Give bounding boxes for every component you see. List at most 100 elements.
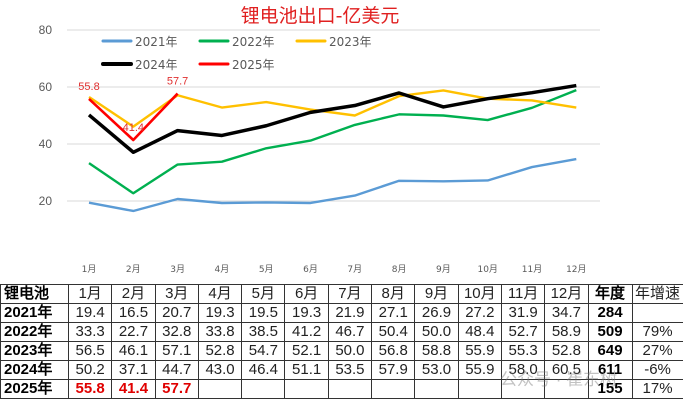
table-cell: 52.8 (197, 341, 243, 361)
table-cell (327, 379, 373, 399)
column-header: 年度 (587, 284, 633, 304)
annual-growth: -6% (631, 360, 683, 380)
table-cell (241, 379, 286, 399)
x-tick-label: 6月 (303, 264, 318, 275)
table-cell: 51.1 (284, 360, 329, 380)
table-cell: 31.9 (500, 303, 546, 323)
column-header: 3月 (154, 284, 199, 304)
table-cell: 19.3 (284, 303, 329, 323)
y-tick-label: 80 (39, 23, 53, 37)
table-cell: 46.7 (327, 322, 373, 342)
table-cell: 58.8 (414, 341, 459, 361)
table-cell: 52.8 (544, 341, 589, 361)
table-cell: 44.7 (154, 360, 199, 380)
column-header: 8月 (371, 284, 416, 304)
table-cell: 43.0 (197, 360, 243, 380)
annual-total: 649 (587, 341, 633, 361)
table-cell: 56.8 (371, 341, 416, 361)
column-header: 4月 (197, 284, 243, 304)
column-header: 1月 (67, 284, 113, 304)
annual-total: 155 (587, 379, 633, 399)
annual-total: 284 (587, 303, 633, 323)
column-header: 9月 (414, 284, 459, 304)
table-cell (544, 379, 589, 399)
table-row: 2023年 56.5 46.1 57.1 52.8 54.7 52.1 50.0 56.8 58.… (0, 341, 683, 361)
table-cell: 50.2 (67, 360, 113, 380)
x-tick-label: 1月 (82, 264, 97, 275)
table-cell: 32.8 (154, 322, 199, 342)
table-cell: 27.1 (371, 303, 416, 323)
legend-label: 2025年 (232, 58, 275, 72)
column-header: 2月 (111, 284, 156, 304)
x-tick-label: 4月 (215, 264, 230, 275)
annual-growth (631, 303, 683, 323)
table-cell: 22.7 (111, 322, 156, 342)
annual-growth: 17% (631, 379, 683, 399)
table-row: 2021年 19.4 16.5 20.7 19.3 19.5 19.3 21.9 27.1 26.… (0, 303, 683, 323)
legend-label: 2021年 (135, 35, 178, 49)
legend-label: 2022年 (232, 35, 275, 49)
x-tick-label: 7月 (347, 264, 362, 275)
table-cell: 33.3 (67, 322, 113, 342)
table-cell: 41.4 (111, 379, 156, 399)
series-line-2021年 (88, 157, 577, 213)
row-label: 2022年 (0, 322, 69, 342)
table-row: 2025年 55.8 41.4 57.7 155 17% (0, 379, 683, 399)
table-cell: 55.3 (500, 341, 546, 361)
x-tick-label: 9月 (436, 264, 451, 275)
column-header: 12月 (544, 284, 589, 304)
series-line-2024年 (87, 83, 577, 155)
y-tick-label: 20 (39, 194, 53, 208)
series-line-2025年 (88, 92, 179, 142)
table-cell: 52.7 (500, 322, 546, 342)
table-header-row: 锂电池 1月 2月 3月 4月 5月 6月 7月 8月 9月 10月 11月 12月 年度 年增速 (0, 284, 683, 304)
column-header: 年增速 (631, 284, 683, 304)
table-cell: 33.8 (197, 322, 243, 342)
column-header: 7月 (327, 284, 373, 304)
annual-total: 611 (587, 360, 633, 380)
chart-title: 锂电池出口-亿美元 (241, 5, 400, 27)
table-corner: 锂电池 (0, 284, 69, 304)
table-cell: 38.5 (241, 322, 286, 342)
x-tick-label: 2月 (126, 264, 141, 275)
data-table: 锂电池 1月 2月 3月 4月 5月 6月 7月 8月 9月 10月 11月 12月 年度 年增速 2021年… (0, 284, 683, 399)
x-tick-label: 8月 (392, 264, 407, 275)
annual-growth: 79% (631, 322, 683, 342)
x-tick-label: 11月 (522, 264, 542, 275)
x-tick-label: 10月 (477, 264, 497, 275)
watermark: 公众号 · 崔东树 (500, 370, 618, 389)
table-cell: 46.4 (241, 360, 286, 380)
series-line-2022年 (88, 89, 577, 195)
table-cell: 37.1 (111, 360, 156, 380)
table-cell (371, 379, 416, 399)
table-cell (457, 379, 502, 399)
table-cell: 58.9 (544, 322, 589, 342)
table-cell: 55.9 (457, 341, 502, 361)
table-cell: 34.7 (544, 303, 589, 323)
table-cell: 20.7 (154, 303, 199, 323)
table-cell: 19.5 (241, 303, 286, 323)
y-tick-label: 40 (39, 137, 53, 151)
x-tick-label: 3月 (170, 264, 185, 275)
line-chart: 20 40 60 80 1月 2月 3月 4月 5月 6月 7月 8月 9月 10月 11月 12月 锂电池出口… (39, 5, 600, 275)
column-header: 6月 (284, 284, 329, 304)
table-cell: 19.4 (67, 303, 113, 323)
row-label: 2025年 (0, 379, 69, 399)
table-cell: 19.3 (197, 303, 243, 323)
table-cell (284, 379, 329, 399)
table-cell: 41.2 (284, 322, 329, 342)
x-tick-label: 5月 (259, 264, 274, 275)
table-cell: 50.4 (371, 322, 416, 342)
table-cell: 53.0 (414, 360, 459, 380)
table-cell: 16.5 (111, 303, 156, 323)
row-label: 2021年 (0, 303, 69, 323)
column-header: 5月 (241, 284, 286, 304)
table-cell: 55.8 (67, 379, 113, 399)
table-cell: 27.2 (457, 303, 502, 323)
table-cell: 48.4 (457, 322, 502, 342)
data-label: 57.7 (167, 76, 188, 88)
data-label: 41.4 (123, 122, 144, 134)
annual-growth: 27% (631, 341, 683, 361)
table-cell: 50.0 (414, 322, 459, 342)
